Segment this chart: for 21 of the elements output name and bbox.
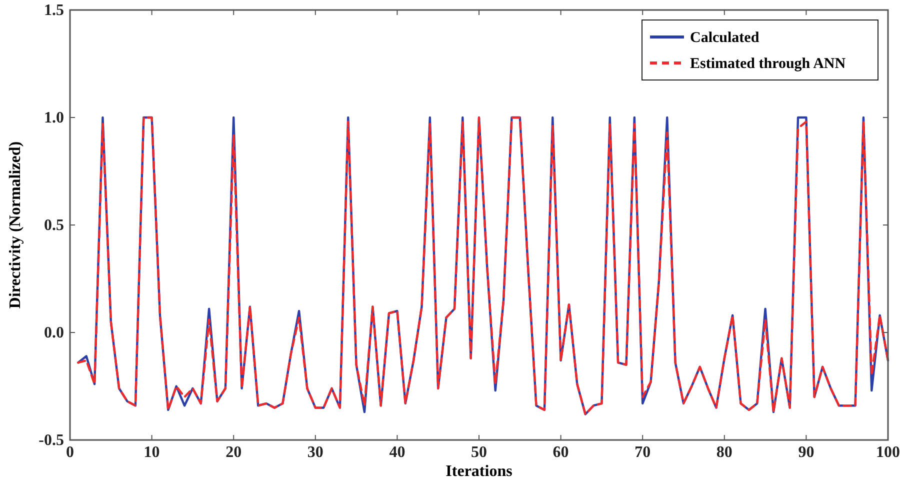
x-tick-label: 40 [389,444,406,461]
x-tick-label: 30 [307,444,324,461]
y-tick-label: 1.5 [44,2,64,19]
x-tick-label: 80 [716,444,732,461]
x-tick-label: 0 [66,444,74,461]
x-tick-label: 60 [552,444,569,461]
x-tick-label: 20 [226,444,242,461]
x-tick-label: 10 [144,444,160,461]
legend-label: Calculated [690,30,760,46]
x-axis-title: Iterations [446,463,512,480]
y-tick-label: -0.5 [38,432,64,449]
x-tick-label: 100 [876,444,900,461]
y-tick-label: 0.0 [44,324,64,342]
y-tick-label: 1.0 [44,110,64,126]
x-tick-label: 50 [471,444,487,461]
x-tick-label: 90 [798,444,814,461]
x-tick-label: 70 [634,444,651,461]
y-axis-title: Directivity (Normalized) [7,141,24,309]
line-series [77,116,890,416]
legend-label: Estimated through ANN [690,56,846,72]
y-tick-label: 0.5 [44,217,64,234]
